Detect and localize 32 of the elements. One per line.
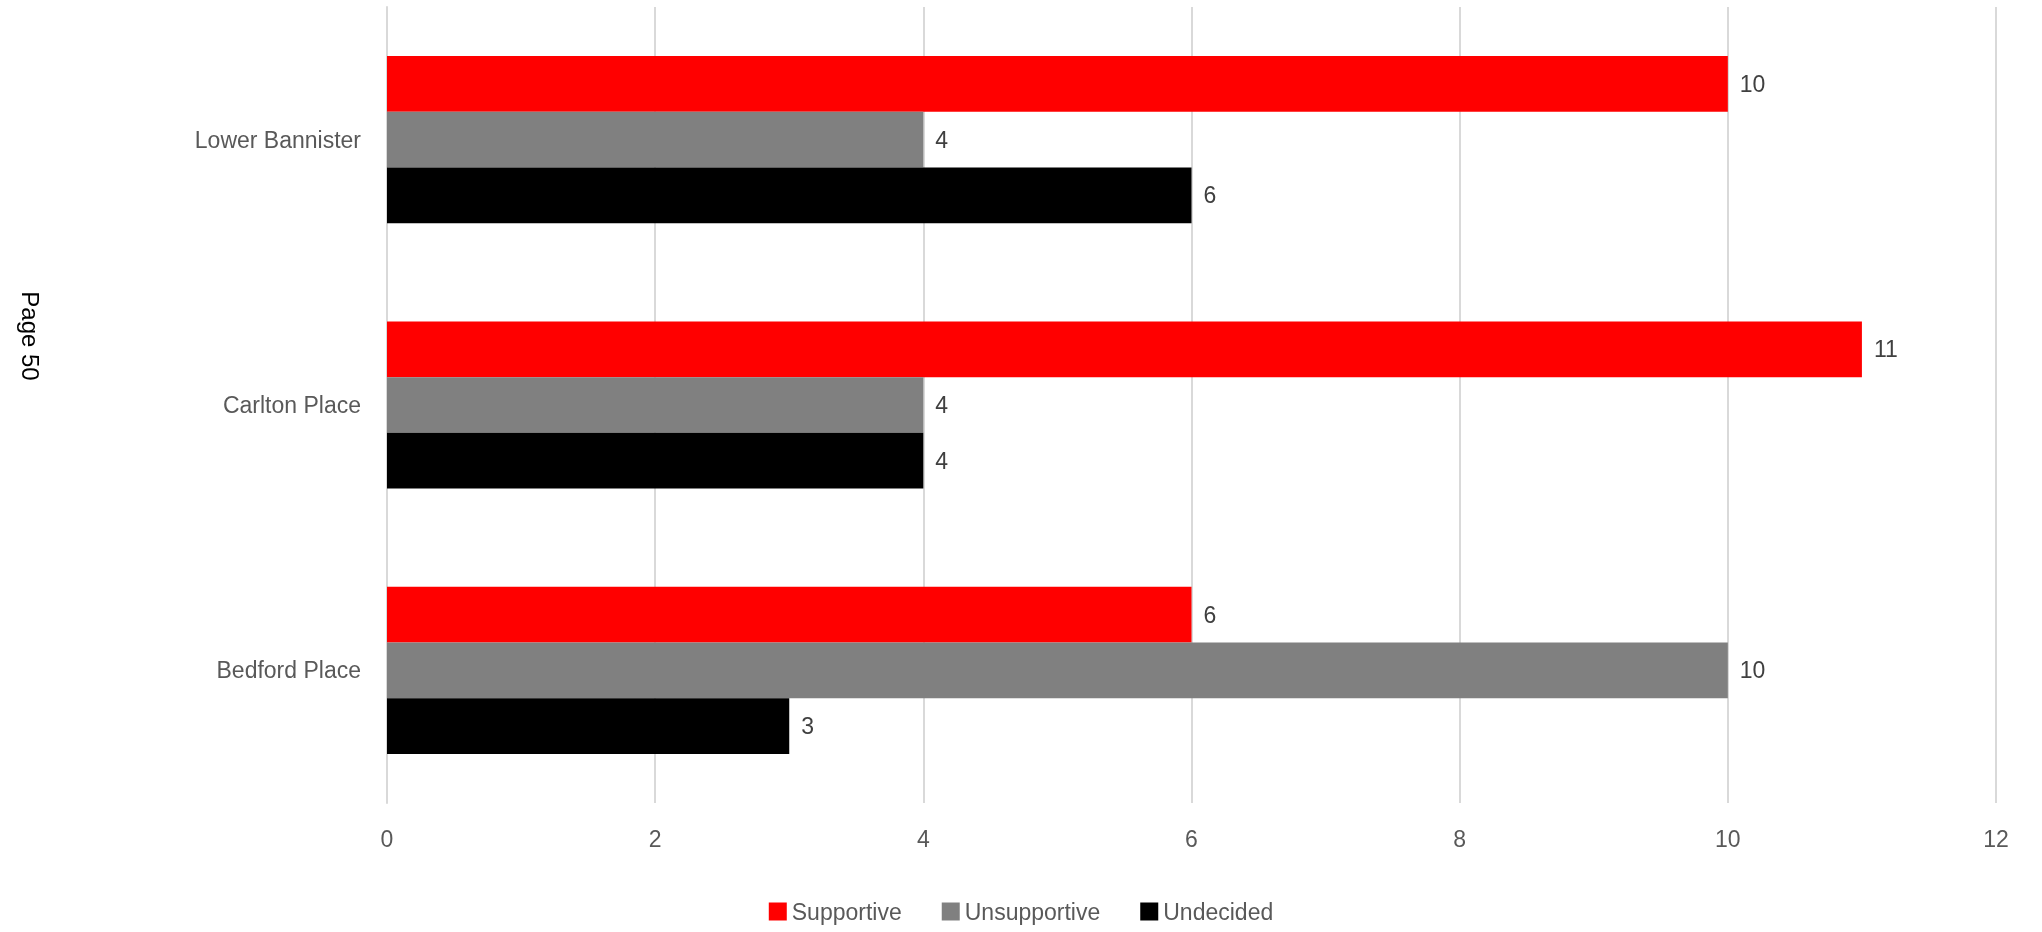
data-label: 3: [801, 713, 815, 740]
x-tick-label: 6: [1185, 825, 1198, 852]
data-label: 4: [935, 392, 949, 418]
data-label: 11: [1873, 336, 1898, 363]
y-tick-label: Carlton Place: [222, 392, 361, 418]
bar: [387, 321, 1862, 378]
bar: [387, 377, 924, 433]
data-label: 10: [1739, 657, 1766, 684]
legend-label: Undecided: [1163, 898, 1274, 925]
bar: [387, 111, 924, 168]
bar: [387, 586, 1192, 643]
bar: [387, 56, 1728, 112]
data-label: 6: [1203, 182, 1217, 209]
data-label: 6: [1203, 601, 1217, 628]
y-tick-label: Lower Bannister: [194, 126, 362, 153]
data-label: 4: [935, 447, 949, 474]
legend-label: Supportive: [791, 898, 902, 925]
bar: [387, 642, 1728, 699]
text: Page 50: [16, 291, 44, 381]
data-label: 4: [935, 126, 949, 153]
y-tick-label: Bedford Place: [216, 657, 361, 684]
bar: [387, 432, 924, 489]
bar: [387, 167, 1192, 224]
x-tick-label: 4: [916, 825, 930, 852]
x-tick-label: 12: [1983, 825, 2009, 852]
x-tick-label: 0: [380, 825, 394, 852]
legend-label: Unsupportive: [964, 898, 1101, 925]
x-tick-label: 2: [648, 825, 662, 852]
data-label: 10: [1739, 70, 1766, 97]
x-tick-label: 10: [1715, 825, 1741, 852]
bar: [387, 698, 790, 754]
x-tick-label: 8: [1453, 825, 1467, 852]
